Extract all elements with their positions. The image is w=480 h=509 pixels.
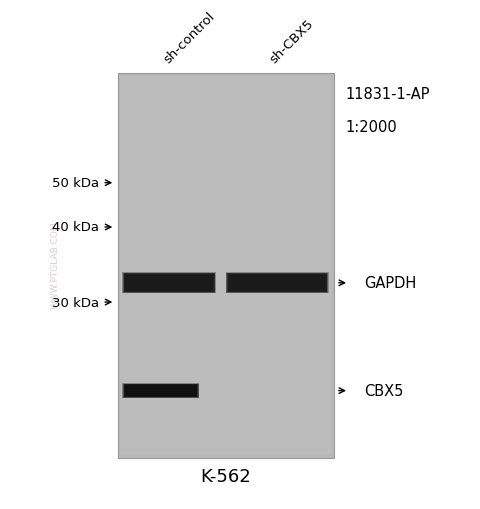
Bar: [123, 384, 199, 398]
Text: 1:2000: 1:2000: [346, 120, 397, 135]
Bar: [233, 277, 321, 289]
Bar: [228, 274, 326, 292]
Bar: [129, 277, 209, 289]
Bar: [120, 76, 331, 456]
Bar: [229, 275, 325, 292]
Bar: [122, 273, 216, 294]
Text: GAPDH: GAPDH: [364, 276, 416, 291]
Bar: [232, 276, 323, 290]
Bar: [127, 275, 212, 291]
Text: 11831-1-AP: 11831-1-AP: [346, 87, 430, 102]
Bar: [128, 387, 193, 395]
Bar: [124, 274, 215, 293]
Bar: [125, 274, 213, 292]
Bar: [124, 274, 214, 292]
Text: WWW.PTGLAB.COM: WWW.PTGLAB.COM: [51, 221, 60, 308]
Bar: [228, 274, 326, 292]
Bar: [118, 74, 334, 458]
Bar: [128, 276, 211, 290]
Bar: [226, 273, 329, 294]
Bar: [234, 278, 321, 289]
Bar: [227, 273, 328, 293]
Text: 40 kDa: 40 kDa: [52, 221, 99, 234]
Bar: [123, 384, 198, 398]
Bar: [126, 275, 213, 292]
Bar: [231, 276, 324, 291]
Bar: [130, 278, 208, 289]
Bar: [232, 277, 322, 290]
Text: CBX5: CBX5: [364, 383, 403, 399]
Bar: [129, 387, 193, 394]
Text: sh-control: sh-control: [161, 10, 217, 66]
Bar: [127, 276, 211, 291]
Bar: [127, 386, 194, 395]
Bar: [126, 386, 195, 396]
Bar: [124, 384, 197, 397]
Text: 50 kDa: 50 kDa: [52, 177, 99, 190]
Bar: [125, 385, 196, 397]
Bar: [125, 385, 197, 397]
Bar: [123, 273, 216, 293]
Text: sh-CBX5: sh-CBX5: [267, 17, 316, 66]
Bar: [230, 275, 324, 291]
Bar: [126, 385, 196, 396]
Bar: [122, 384, 199, 398]
Bar: [129, 277, 210, 290]
Bar: [127, 386, 195, 395]
Text: K-562: K-562: [200, 467, 251, 485]
Bar: [227, 274, 327, 293]
Text: 30 kDa: 30 kDa: [52, 296, 99, 309]
